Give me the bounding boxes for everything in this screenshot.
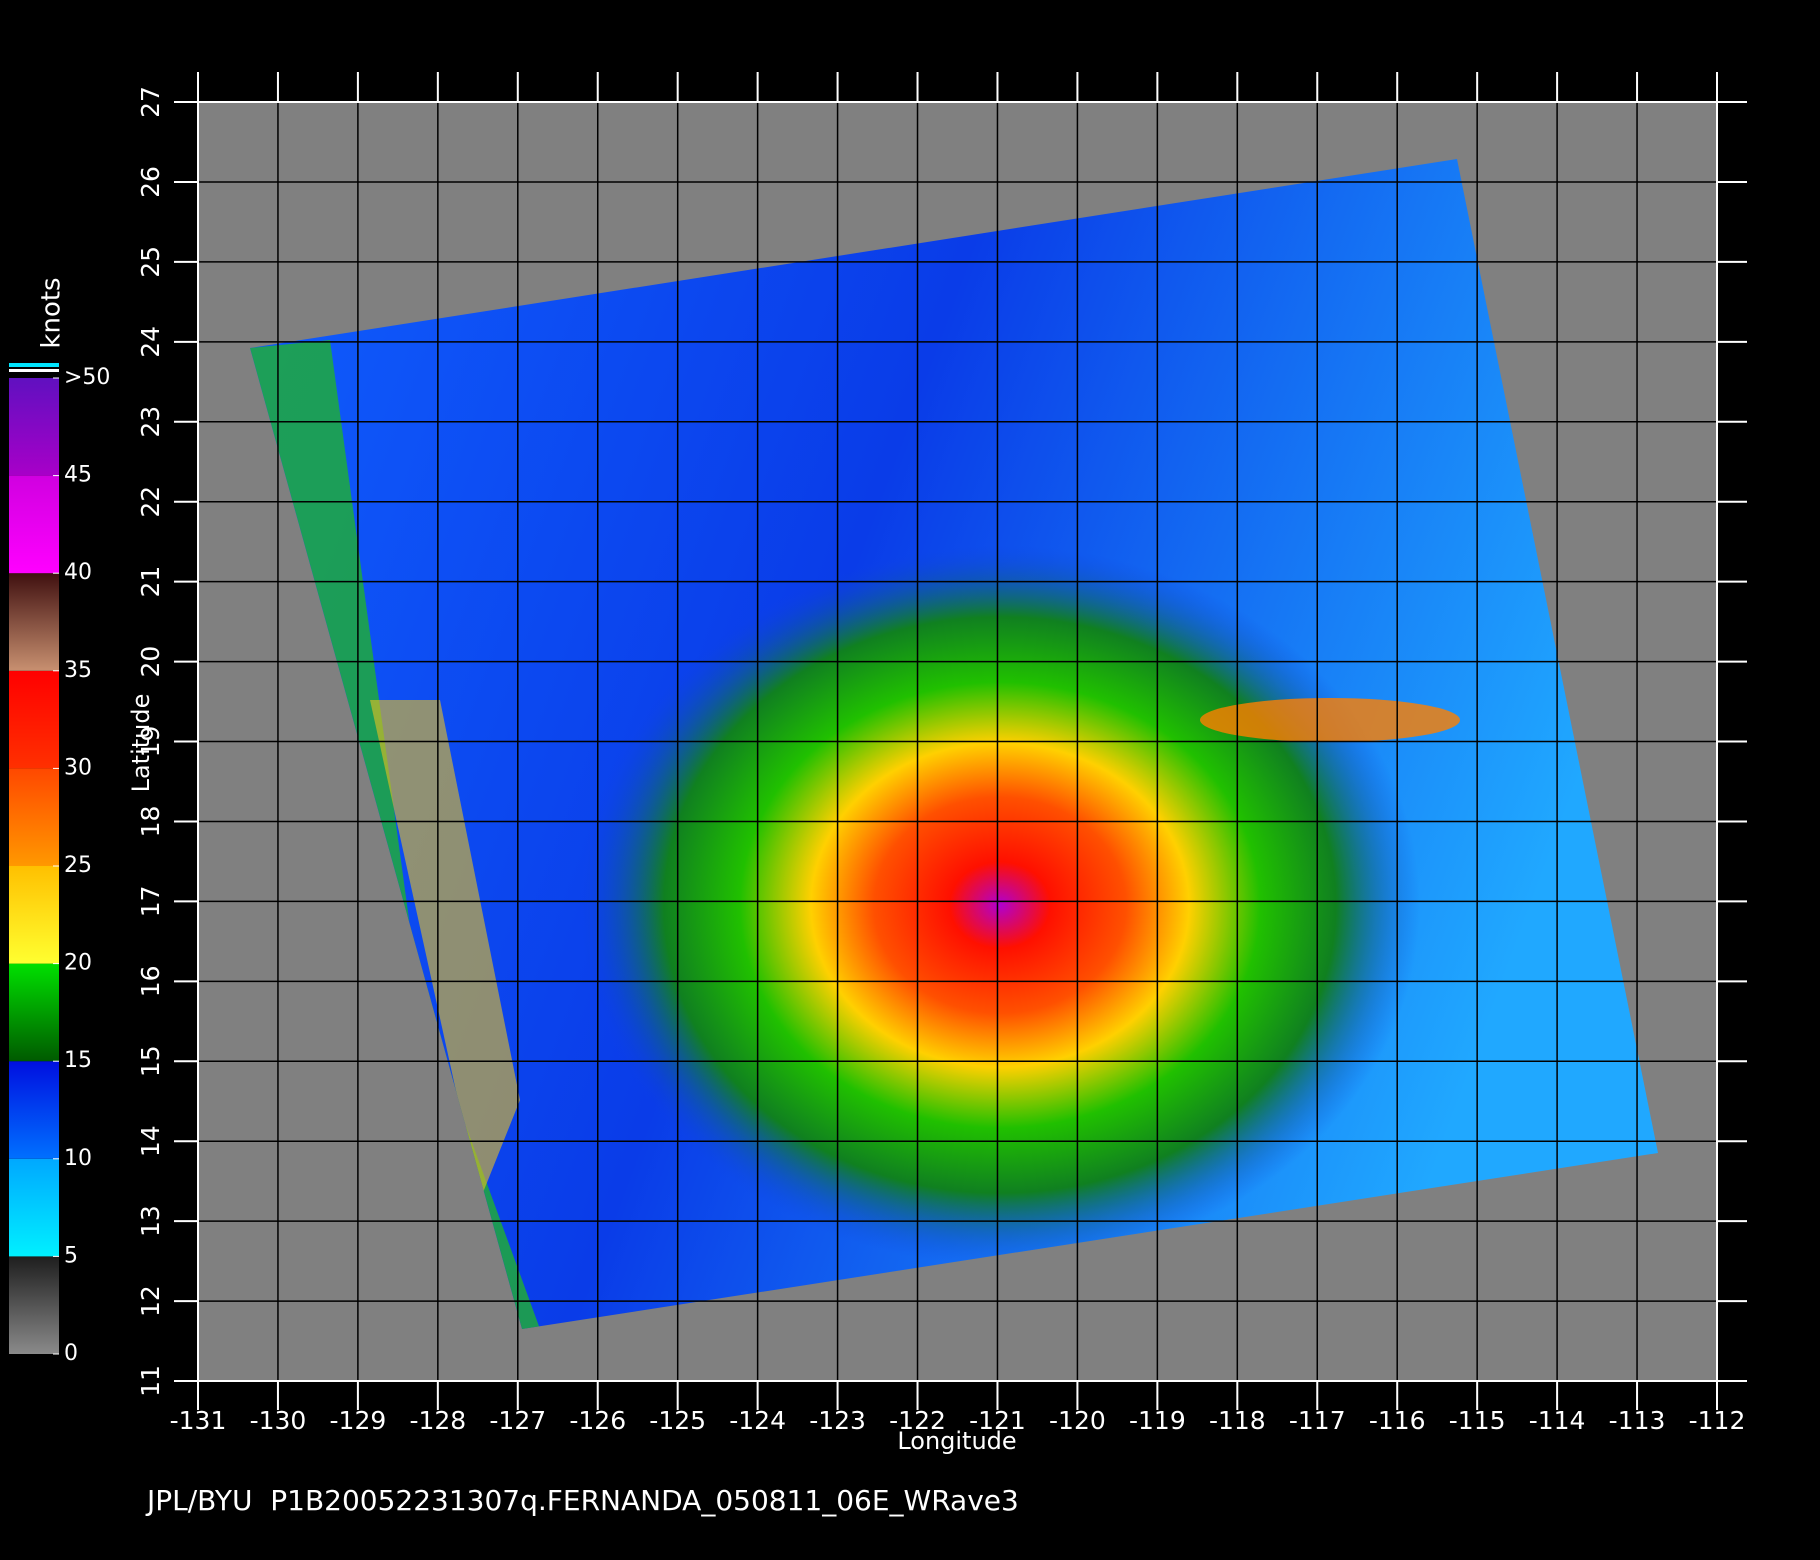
- swath-edge-band: [370, 700, 520, 1200]
- x-tick-label: -127: [489, 1406, 546, 1435]
- x-tick-label: -128: [409, 1406, 466, 1435]
- colorbar-cap: [9, 369, 59, 372]
- colorbar-tick-label: 15: [64, 1048, 92, 1073]
- y-tick-label: 15: [136, 1045, 165, 1077]
- y-tick-label: 18: [136, 806, 165, 838]
- colorbar-tick-label: 40: [64, 560, 92, 585]
- colorbar-tick-label: 25: [64, 853, 92, 878]
- colorbar-segment: [9, 378, 59, 476]
- colorbar-segment: [9, 768, 59, 866]
- y-tick-label: 23: [136, 406, 165, 438]
- x-axis-label: Longitude: [897, 1427, 1016, 1455]
- x-tick-label: -125: [649, 1406, 706, 1435]
- x-tick-label: -115: [1449, 1406, 1506, 1435]
- rain-band: [1200, 698, 1460, 742]
- y-tick-label: 14: [136, 1125, 165, 1157]
- y-axis-label: Latitude: [127, 694, 155, 793]
- colorbar-segment: [9, 670, 59, 769]
- colorbar-cap: [9, 363, 59, 367]
- x-tick-label: -112: [1689, 1406, 1746, 1435]
- y-tick-label: 21: [136, 566, 165, 598]
- colorbar-tick-label: 30: [64, 755, 92, 780]
- x-tick-label: -129: [330, 1406, 387, 1435]
- colorbar-segment: [9, 963, 59, 1062]
- wind-swath: [250, 159, 1658, 1329]
- y-tick-label: 17: [136, 885, 165, 917]
- y-tick-label: 13: [136, 1205, 165, 1237]
- y-tick-label: 26: [136, 166, 165, 198]
- footer: JPL/BYU P1B20052231307q.FERNANDA_050811_…: [145, 1484, 1019, 1517]
- x-tick-label: -123: [809, 1406, 866, 1435]
- x-tick-label: -124: [729, 1406, 786, 1435]
- x-tick-label: -113: [1609, 1406, 1666, 1435]
- colorbar-tick-label: 5: [64, 1243, 78, 1268]
- colorbar-segment: [9, 866, 59, 964]
- y-tick-label: 16: [136, 965, 165, 997]
- y-tick-label: 22: [136, 486, 165, 518]
- x-tick-label: -126: [569, 1406, 626, 1435]
- colorbar-segment: [9, 1256, 59, 1354]
- y-tick-label: 12: [136, 1285, 165, 1317]
- colorbar-label: knots: [37, 277, 67, 348]
- x-tick-label: -122: [889, 1406, 946, 1435]
- x-tick-label: -117: [1289, 1406, 1346, 1435]
- colorbar-tick-label: 0: [64, 1341, 78, 1366]
- colorbar-tick-label: 35: [64, 658, 92, 683]
- storm-field: [580, 545, 1420, 1265]
- plot-frame: [197, 101, 1718, 1382]
- x-tick-label: -130: [250, 1406, 307, 1435]
- y-tick-label: 25: [136, 246, 165, 278]
- x-tick-label: -121: [969, 1406, 1026, 1435]
- x-tick-label: -120: [1049, 1406, 1106, 1435]
- colorbar-segment: [9, 1061, 59, 1159]
- x-tick-label: -118: [1209, 1406, 1266, 1435]
- y-tick-label: 19: [136, 726, 165, 758]
- colorbar-tick-label: >50: [64, 365, 110, 390]
- y-tick-label: 27: [136, 86, 165, 118]
- x-tick-label: -131: [170, 1406, 227, 1435]
- colorbar-segment: [9, 1158, 59, 1257]
- y-tick-label: 20: [136, 646, 165, 678]
- x-tick-label: -119: [1129, 1406, 1186, 1435]
- x-tick-label: -116: [1369, 1406, 1426, 1435]
- colorbar-tick-label: 10: [64, 1146, 92, 1171]
- y-tick-label: 24: [136, 326, 165, 358]
- y-tick-label: 11: [136, 1365, 165, 1397]
- colorbar-segment: [9, 573, 59, 671]
- swath-edge: [250, 340, 540, 1329]
- x-tick-label: -114: [1529, 1406, 1586, 1435]
- colorbar-segment: [9, 475, 59, 574]
- colorbar-tick-label: 20: [64, 951, 92, 976]
- colorbar-tick-label: 45: [64, 463, 92, 488]
